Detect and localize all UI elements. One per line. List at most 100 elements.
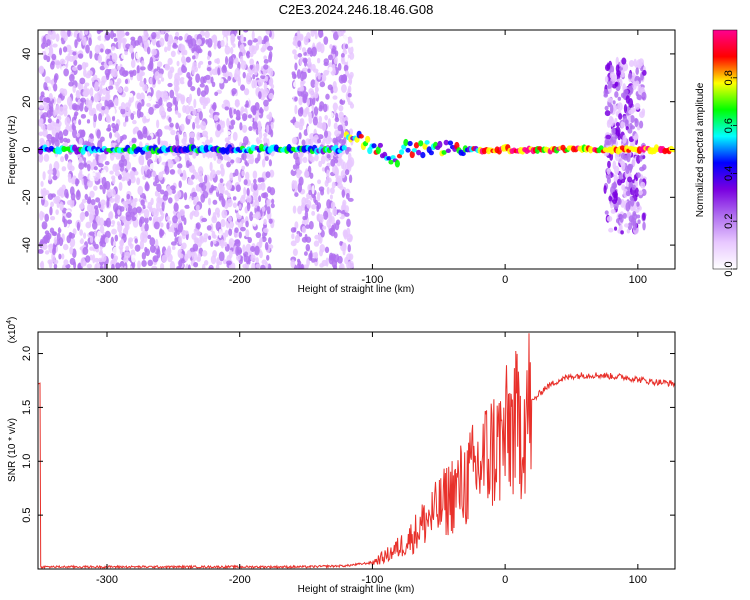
spectrogram-cell <box>76 221 81 231</box>
spectrogram-cell <box>82 90 89 97</box>
spectrogram-cell <box>85 44 90 54</box>
spectrogram-cell <box>228 228 233 236</box>
spectrogram-cell <box>87 196 92 204</box>
spectrogram-cell <box>195 230 201 236</box>
spectrogram-cell <box>262 44 267 52</box>
spectrogram-cell <box>250 245 256 253</box>
spectrogram-cell <box>131 216 137 222</box>
spectrogram-ridge-cell <box>443 139 449 146</box>
spectrogram-cell <box>150 197 154 206</box>
spectrogram-cell <box>615 122 620 127</box>
spectrogram-cell <box>326 153 331 159</box>
spectrogram-cell <box>94 207 99 217</box>
spectrogram-ridge-cell <box>437 140 443 149</box>
snr-y-tick-label: 2.0 <box>21 346 33 361</box>
spectrogram-cell <box>79 102 84 112</box>
spectrogram-cell <box>218 181 224 190</box>
spectrogram-x-tick-label: -300 <box>96 274 118 286</box>
spectrogram-cell <box>292 205 297 214</box>
spectrogram-cell <box>305 224 311 229</box>
spectrogram-cell <box>229 221 235 229</box>
spectrogram-cell <box>121 53 126 60</box>
spectrogram-cell <box>188 198 193 208</box>
spectrogram-cell <box>220 219 226 228</box>
spectrogram-cell <box>245 171 250 181</box>
spectrogram-cell <box>337 62 342 71</box>
spectrogram-cell <box>48 83 53 92</box>
spectrogram-cell <box>152 255 159 263</box>
spectrogram-cell <box>294 234 301 244</box>
spectrogram-cell <box>349 234 353 241</box>
spectrogram-cell <box>264 242 269 251</box>
spectrogram-cell <box>178 253 184 259</box>
spectrogram-cell <box>159 164 165 172</box>
spectrogram-cell <box>238 231 242 239</box>
spectrogram-cell <box>78 119 82 126</box>
spectrogram-cell <box>267 45 274 51</box>
spectrogram-cell <box>249 211 254 222</box>
spectrogram-cell <box>225 131 231 136</box>
spectrogram-cell <box>234 57 239 65</box>
spectrogram-cell <box>81 129 86 138</box>
spectrogram-cell <box>161 201 165 212</box>
spectrogram-cell <box>302 264 309 269</box>
spectrogram-cell <box>113 37 118 42</box>
spectrogram-cell <box>168 116 172 123</box>
spectrogram-cell <box>138 155 145 166</box>
spectrogram-cell <box>323 130 329 138</box>
spectrogram-cell <box>47 243 54 248</box>
spectrogram-cell <box>216 257 220 266</box>
spectrogram-cell <box>86 263 93 269</box>
spectrogram-cell <box>104 161 110 166</box>
spectrogram-cell <box>248 93 253 101</box>
spectrogram-cell <box>334 167 340 176</box>
spectrogram-cell <box>180 55 186 64</box>
spectrogram-cell <box>305 243 311 252</box>
spectrogram-x-ticks: -300 -200 -100 0 100 <box>96 30 647 286</box>
spectrogram-cell <box>89 236 94 244</box>
spectrogram-cell <box>114 97 119 106</box>
spectrogram-cell <box>212 101 217 112</box>
spectrogram-cell <box>344 43 349 50</box>
spectrogram-cell <box>340 170 346 179</box>
spectrogram-cell <box>347 85 352 93</box>
spectrogram-ridge-cell <box>422 143 428 150</box>
spectrogram-cell <box>69 237 76 248</box>
spectrogram-cell <box>52 231 58 237</box>
spectrogram-cell <box>72 66 78 71</box>
spectrogram-cell <box>620 121 625 129</box>
spectrogram-cell <box>607 97 613 103</box>
spectrogram-cell <box>195 204 200 211</box>
spectrogram-cell <box>99 84 103 93</box>
spectrogram-cell <box>338 138 344 144</box>
spectrogram-cell <box>294 221 299 229</box>
spectrogram-cell <box>93 243 99 250</box>
spectrogram-cell <box>61 264 66 269</box>
spectrogram-cell <box>327 137 333 142</box>
spectrogram-cell <box>121 170 127 176</box>
spectrogram-cell <box>184 204 190 209</box>
spectrogram-cell <box>162 194 169 201</box>
spectrogram-cell <box>347 92 352 98</box>
spectrogram-cell <box>80 257 86 268</box>
spectrogram-cell <box>93 113 98 123</box>
spectrogram-cell <box>50 201 54 208</box>
spectrogram-cell <box>615 56 619 66</box>
spectrogram-cell <box>226 260 232 266</box>
spectrogram-cell <box>236 246 243 255</box>
spectrogram-ridge-cell <box>670 147 675 153</box>
spectrogram-cell <box>100 199 106 206</box>
spectrogram-cell <box>214 66 218 76</box>
spectrogram-cell <box>121 200 128 206</box>
spectrogram-cell <box>342 199 347 207</box>
spectrogram-cell <box>242 152 247 161</box>
spectrogram-cell <box>637 84 642 95</box>
spectrogram-cell <box>164 63 170 70</box>
spectrogram-cell <box>230 159 235 164</box>
spectrogram-cell <box>316 191 321 202</box>
spectrogram-cell <box>88 109 95 116</box>
spectrogram-ridge-cell <box>413 142 420 149</box>
spectrogram-cell <box>620 230 624 235</box>
spectrogram-cell <box>149 237 156 246</box>
spectrogram-cell <box>252 219 257 227</box>
